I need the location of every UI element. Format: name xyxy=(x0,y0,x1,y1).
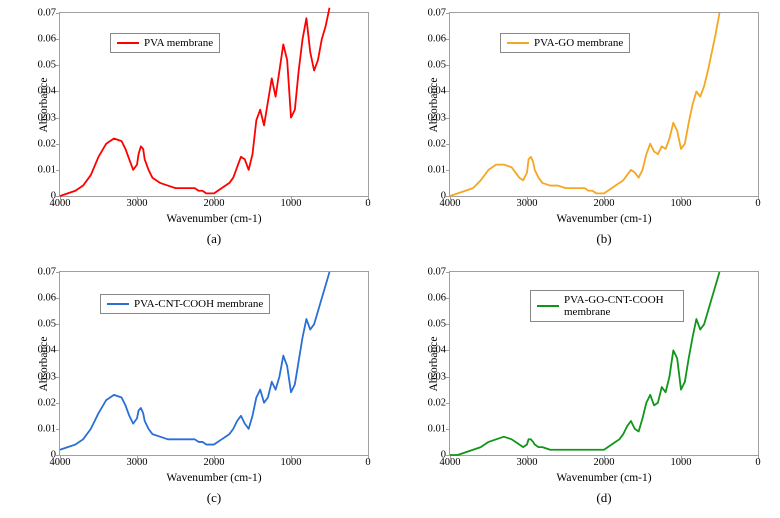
y-tick-mark xyxy=(446,196,450,197)
panel-caption-b: (b) xyxy=(449,231,759,247)
y-tick-label: 0.03 xyxy=(38,112,56,123)
x-axis-label: Wavenumber (cm-1) xyxy=(449,213,759,225)
x-tick-label: 2000 xyxy=(204,198,225,209)
y-tick-label: 0.02 xyxy=(428,397,446,408)
x-tick-label: 3000 xyxy=(127,198,148,209)
y-tick-label: 0.06 xyxy=(38,34,56,45)
plot-area-d: Absorbance4000300020001000000.010.020.03… xyxy=(449,271,759,456)
x-tick-label: 0 xyxy=(365,198,370,209)
x-tick-label: 2000 xyxy=(204,457,225,468)
x-tick-label: 1000 xyxy=(671,457,692,468)
y-tick-label: 0.03 xyxy=(428,371,446,382)
y-tick-label: 0.04 xyxy=(38,86,56,97)
panel-caption-d: (d) xyxy=(449,490,759,506)
y-tick-label: 0.06 xyxy=(428,293,446,304)
legend-text: PVA-CNT-COOH membrane xyxy=(134,298,263,310)
x-tick-label: 2000 xyxy=(594,457,615,468)
y-tick-label: 0.07 xyxy=(38,8,56,19)
y-tick-label: 0.01 xyxy=(428,164,446,175)
x-tick-label: 1000 xyxy=(671,198,692,209)
x-axis-label: Wavenumber (cm-1) xyxy=(59,472,369,484)
panel-c: Absorbance4000300020001000000.010.020.03… xyxy=(0,259,390,518)
legend-swatch xyxy=(537,305,559,307)
y-tick-label: 0.01 xyxy=(428,423,446,434)
x-tick-label: 0 xyxy=(365,457,370,468)
x-tick-label: 3000 xyxy=(517,198,538,209)
plot-area-b: Absorbance4000300020001000000.010.020.03… xyxy=(449,12,759,197)
panel-a: Absorbance4000300020001000000.010.020.03… xyxy=(0,0,390,259)
panel-b: Absorbance4000300020001000000.010.020.03… xyxy=(390,0,780,259)
y-tick-label: 0.01 xyxy=(38,164,56,175)
legend-a: PVA membrane xyxy=(110,33,220,53)
y-tick-label: 0.04 xyxy=(38,345,56,356)
plot-area-c: Absorbance4000300020001000000.010.020.03… xyxy=(59,271,369,456)
y-tick-label: 0 xyxy=(51,191,56,202)
x-tick-label: 1000 xyxy=(281,457,302,468)
y-tick-label: 0.03 xyxy=(428,112,446,123)
legend-b: PVA-GO membrane xyxy=(500,33,630,53)
y-tick-label: 0.05 xyxy=(428,60,446,71)
y-tick-label: 0.05 xyxy=(38,319,56,330)
y-tick-label: 0.07 xyxy=(38,267,56,278)
legend-d: PVA-GO-CNT-COOH membrane xyxy=(530,290,684,322)
panel-caption-c: (c) xyxy=(59,490,369,506)
plot-area-a: Absorbance4000300020001000000.010.020.03… xyxy=(59,12,369,197)
y-tick-mark xyxy=(446,455,450,456)
x-tick-label: 2000 xyxy=(594,198,615,209)
x-tick-label: 0 xyxy=(755,457,760,468)
y-tick-label: 0 xyxy=(51,450,56,461)
x-tick-label: 3000 xyxy=(127,457,148,468)
y-tick-mark xyxy=(56,196,60,197)
y-tick-label: 0.04 xyxy=(428,86,446,97)
y-tick-label: 0.07 xyxy=(428,267,446,278)
legend-swatch xyxy=(107,303,129,305)
x-tick-label: 0 xyxy=(755,198,760,209)
y-tick-label: 0.02 xyxy=(38,397,56,408)
y-tick-label: 0 xyxy=(441,450,446,461)
y-tick-label: 0.05 xyxy=(38,60,56,71)
y-tick-label: 0.04 xyxy=(428,345,446,356)
legend-swatch xyxy=(117,42,139,44)
x-axis-label: Wavenumber (cm-1) xyxy=(449,472,759,484)
y-tick-label: 0.06 xyxy=(38,293,56,304)
y-tick-label: 0 xyxy=(441,191,446,202)
legend-text: PVA membrane xyxy=(144,37,213,49)
chart-grid: Absorbance4000300020001000000.010.020.03… xyxy=(0,0,780,518)
y-tick-label: 0.01 xyxy=(38,423,56,434)
x-tick-label: 3000 xyxy=(517,457,538,468)
legend-swatch xyxy=(507,42,529,44)
y-tick-label: 0.03 xyxy=(38,371,56,382)
y-tick-label: 0.02 xyxy=(428,138,446,149)
x-tick-label: 1000 xyxy=(281,198,302,209)
legend-text: PVA-GO-CNT-COOH membrane xyxy=(564,294,677,318)
panel-caption-a: (a) xyxy=(59,231,369,247)
legend-c: PVA-CNT-COOH membrane xyxy=(100,294,270,314)
x-axis-label: Wavenumber (cm-1) xyxy=(59,213,369,225)
y-tick-label: 0.05 xyxy=(428,319,446,330)
y-tick-label: 0.07 xyxy=(428,8,446,19)
panel-d: Absorbance4000300020001000000.010.020.03… xyxy=(390,259,780,518)
y-tick-label: 0.06 xyxy=(428,34,446,45)
legend-text: PVA-GO membrane xyxy=(534,37,623,49)
y-tick-label: 0.02 xyxy=(38,138,56,149)
y-tick-mark xyxy=(56,455,60,456)
